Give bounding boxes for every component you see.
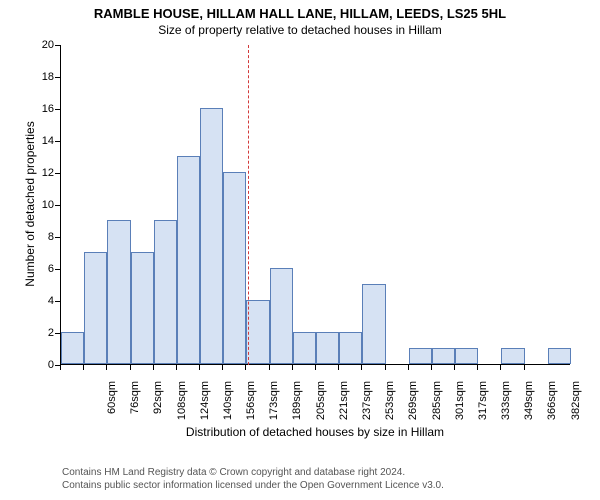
histogram-bar [246, 300, 269, 364]
x-tick-mark [153, 365, 154, 370]
histogram-bar [131, 252, 154, 364]
footer-line1: Contains HM Land Registry data © Crown c… [62, 466, 444, 479]
x-tick-mark [338, 365, 339, 370]
x-tick-mark [130, 365, 131, 370]
footer-line2: Contains public sector information licen… [62, 479, 444, 492]
histogram-bar [154, 220, 177, 364]
x-tick-mark [315, 365, 316, 370]
footer-attribution: Contains HM Land Registry data © Crown c… [62, 466, 444, 492]
x-tick-mark [477, 365, 478, 370]
y-tick-mark [55, 301, 60, 302]
y-tick-mark [55, 173, 60, 174]
y-tick-mark [55, 109, 60, 110]
histogram-bar [61, 332, 84, 364]
y-tick-mark [55, 205, 60, 206]
histogram-bar [223, 172, 246, 364]
y-tick-mark [55, 77, 60, 78]
x-tick-mark [500, 365, 501, 370]
histogram-bar [316, 332, 339, 364]
chart-container: RAMBLE HOUSE, HILLAM HALL LANE, HILLAM, … [0, 0, 600, 500]
x-tick-mark [176, 365, 177, 370]
x-tick-mark [292, 365, 293, 370]
x-axis-label: Distribution of detached houses by size … [60, 425, 570, 439]
y-tick-label: 0 [0, 359, 54, 371]
histogram-bar [107, 220, 130, 364]
reference-line [248, 45, 249, 365]
y-tick-mark [55, 333, 60, 334]
y-tick-label: 18 [0, 71, 54, 83]
y-tick-mark [55, 141, 60, 142]
y-tick-label: 20 [0, 39, 54, 51]
histogram-bar [455, 348, 478, 364]
plot-area [60, 45, 570, 365]
y-tick-mark [55, 269, 60, 270]
x-tick-mark [60, 365, 61, 370]
chart-area: 02468101214161820 60sqm76sqm92sqm108sqm1… [0, 0, 600, 500]
histogram-bar [270, 268, 293, 364]
histogram-bar [362, 284, 385, 364]
x-tick-mark [222, 365, 223, 370]
histogram-bar [501, 348, 524, 364]
histogram-bar [409, 348, 432, 364]
y-axis-label: Number of detached properties [23, 104, 37, 304]
histogram-bar [200, 108, 223, 364]
x-tick-mark [524, 365, 525, 370]
x-tick-mark [361, 365, 362, 370]
x-tick-mark [199, 365, 200, 370]
histogram-bar [339, 332, 362, 364]
histogram-bar [84, 252, 107, 364]
x-tick-mark [83, 365, 84, 370]
x-tick-mark [385, 365, 386, 370]
y-tick-label: 2 [0, 327, 54, 339]
x-tick-mark [431, 365, 432, 370]
x-tick-label: 382sqm [570, 381, 582, 441]
histogram-bar [177, 156, 200, 364]
y-tick-mark [55, 237, 60, 238]
x-tick-mark [408, 365, 409, 370]
x-tick-mark [269, 365, 270, 370]
histogram-bar [548, 348, 571, 364]
histogram-bar [432, 348, 455, 364]
y-tick-mark [55, 45, 60, 46]
x-tick-mark [106, 365, 107, 370]
x-tick-mark [245, 365, 246, 370]
histogram-bar [293, 332, 316, 364]
x-tick-mark [454, 365, 455, 370]
